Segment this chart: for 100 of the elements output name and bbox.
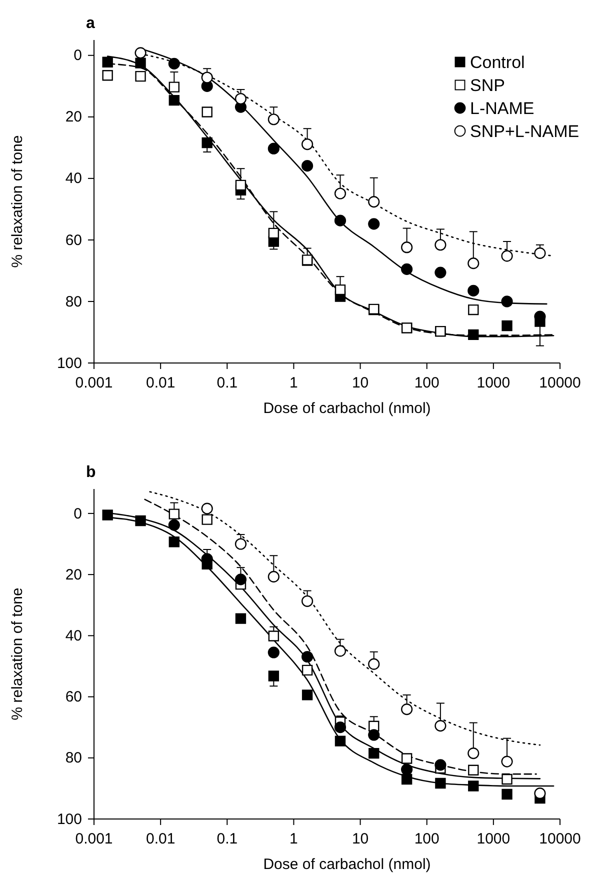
point — [368, 658, 380, 670]
y-tick-label: 20 — [65, 566, 82, 584]
point — [434, 266, 446, 278]
x-tick-label: 100 — [414, 830, 440, 848]
point — [168, 536, 180, 548]
x-tick-label: 10 — [352, 830, 369, 848]
point — [135, 58, 146, 68]
point — [501, 756, 513, 768]
point — [401, 242, 413, 254]
y-tick-label: 40 — [65, 170, 82, 188]
x-tick-label: 0.01 — [146, 374, 176, 392]
point — [502, 788, 512, 800]
x-tick-label: 1000 — [476, 374, 510, 392]
point — [368, 729, 380, 741]
point — [401, 753, 412, 764]
point — [302, 690, 313, 700]
legend-label: Control — [470, 53, 525, 72]
y-tick-label: 20 — [65, 108, 82, 126]
point — [334, 722, 346, 734]
point — [302, 160, 314, 172]
point — [135, 70, 146, 82]
point — [534, 247, 546, 259]
point — [468, 329, 479, 340]
point — [334, 284, 346, 296]
point — [102, 56, 113, 68]
point — [268, 630, 280, 642]
point — [502, 774, 512, 785]
point — [268, 646, 280, 658]
point — [234, 92, 247, 105]
point — [334, 645, 346, 657]
point — [268, 228, 280, 239]
point — [334, 214, 346, 226]
point — [202, 514, 212, 525]
point — [268, 142, 280, 154]
point — [168, 508, 180, 520]
point — [202, 106, 212, 118]
legend-label: L-NAME — [470, 99, 534, 118]
y-tick-label: 0 — [74, 505, 82, 522]
point — [235, 180, 246, 191]
point — [401, 704, 413, 716]
chart-title: a — [86, 15, 95, 32]
point — [168, 58, 180, 70]
y-tick-label: 80 — [65, 750, 82, 767]
legend-label: SNP — [470, 76, 505, 95]
point — [468, 304, 479, 316]
point — [135, 515, 146, 526]
x-tick-label: 10 — [352, 374, 369, 392]
x-tick-label: 10000 — [539, 374, 581, 392]
point — [468, 258, 480, 270]
point — [201, 72, 213, 84]
point — [534, 788, 546, 800]
point — [102, 510, 113, 520]
point — [168, 82, 180, 92]
point — [401, 774, 412, 785]
point — [501, 250, 513, 262]
point — [468, 748, 480, 760]
point — [368, 748, 380, 759]
y-tick-label: 80 — [65, 293, 82, 310]
point — [368, 196, 380, 208]
x-tick-label: 10000 — [539, 830, 581, 848]
point — [468, 284, 480, 296]
point — [168, 519, 180, 531]
point — [302, 650, 314, 663]
point — [435, 778, 446, 789]
point — [334, 736, 346, 746]
point — [501, 296, 513, 308]
x-axis-title: Dose of carbachol (nmol) — [263, 856, 431, 873]
point — [202, 137, 212, 148]
x-tick-label: 0.001 — [75, 374, 113, 392]
point — [134, 47, 146, 59]
point — [468, 764, 479, 776]
point — [368, 218, 380, 230]
x-tick-label: 1 — [290, 830, 298, 848]
point — [401, 764, 413, 776]
point — [201, 502, 213, 514]
point — [302, 664, 313, 676]
point — [234, 574, 247, 586]
y-tick-label: 100 — [56, 810, 82, 828]
point — [302, 595, 314, 607]
x-tick-label: 0.001 — [75, 830, 113, 848]
legend-label: SNP+L-NAME — [470, 122, 580, 141]
x-tick-label: 0.1 — [216, 830, 238, 848]
y-axis-title: % relaxation of tone — [9, 135, 26, 268]
chart-title: b — [86, 464, 96, 481]
x-tick-label: 100 — [414, 374, 440, 392]
x-tick-label: 0.01 — [146, 830, 176, 848]
point — [401, 263, 413, 275]
y-tick-label: 60 — [65, 688, 82, 706]
point — [235, 613, 246, 624]
y-tick-label: 0 — [74, 47, 82, 64]
point — [434, 720, 446, 732]
point — [334, 188, 346, 200]
y-tick-label: 40 — [65, 627, 82, 644]
point — [268, 570, 280, 582]
x-tick-label: 0.1 — [216, 374, 238, 392]
x-tick-label: 1 — [290, 374, 298, 392]
point — [102, 70, 113, 81]
point — [302, 138, 314, 150]
point — [468, 780, 479, 792]
x-tick-label: 1000 — [476, 830, 510, 848]
